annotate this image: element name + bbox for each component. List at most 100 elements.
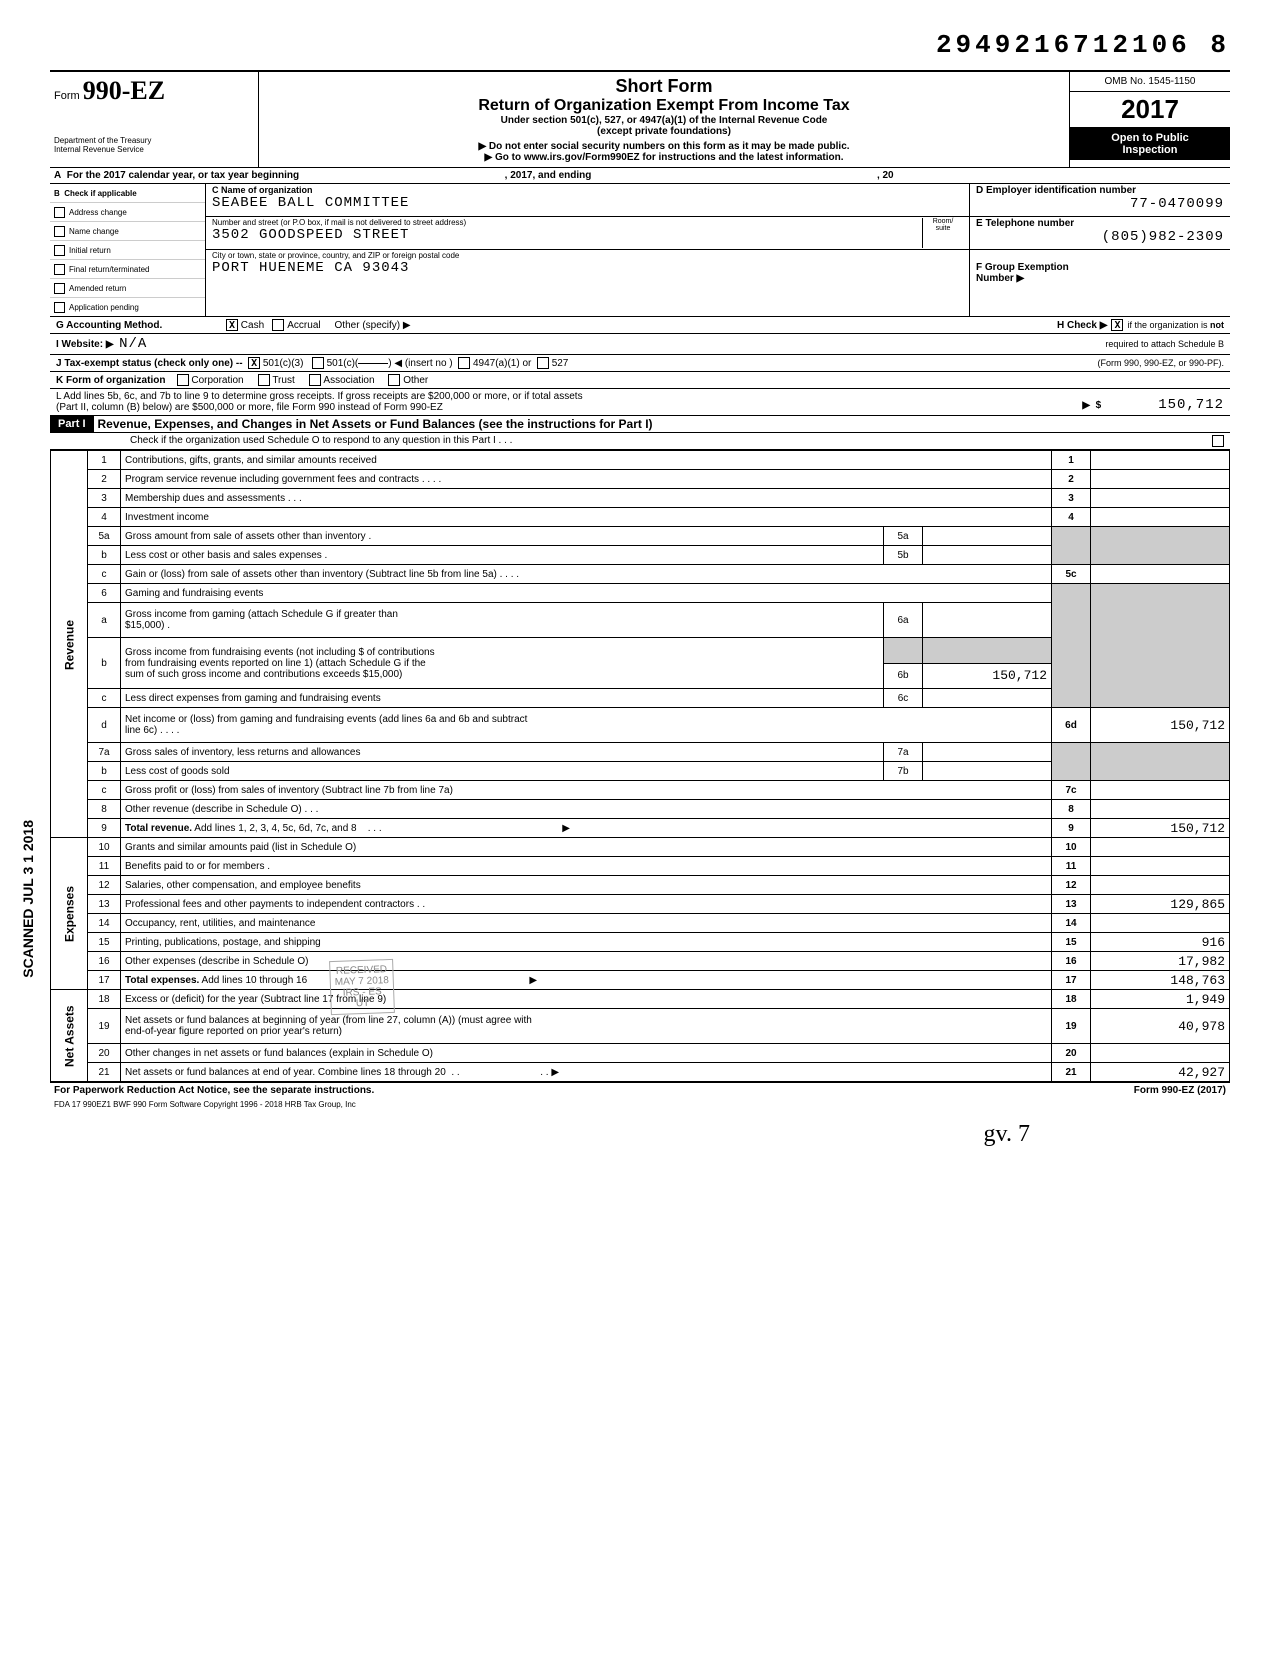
chk-501c[interactable] xyxy=(312,357,324,369)
sh6b1 xyxy=(884,638,923,664)
v13: 129,865 xyxy=(1091,895,1230,914)
g-other: Other (specify) ▶ xyxy=(335,320,411,331)
j-501c3: 501(c)(3) xyxy=(263,358,304,369)
sn5b: 5b xyxy=(884,546,923,565)
chk-trust[interactable] xyxy=(258,374,270,386)
form-number: 990-EZ xyxy=(83,76,165,105)
side-revenue: Revenue xyxy=(51,451,88,838)
k-assoc: Association xyxy=(323,375,374,386)
d16: Other expenses (describe in Schedule O) xyxy=(121,952,1052,971)
tn16: 16 xyxy=(1052,952,1091,971)
n12: 12 xyxy=(88,876,121,895)
n6: 6 xyxy=(88,584,121,603)
line-j: J Tax-exempt status (check only one) -- … xyxy=(50,355,1230,372)
chk-initial[interactable] xyxy=(54,245,65,256)
tn3: 3 xyxy=(1052,489,1091,508)
chk-pending[interactable] xyxy=(54,302,65,313)
n10: 10 xyxy=(88,838,121,857)
n2: 2 xyxy=(88,470,121,489)
v19: 40,978 xyxy=(1091,1009,1230,1044)
chk-assoc[interactable] xyxy=(309,374,321,386)
sv5b xyxy=(923,546,1052,565)
n16: 16 xyxy=(88,952,121,971)
chk-other[interactable] xyxy=(388,374,400,386)
d-label: D Employer identification number xyxy=(976,185,1224,196)
chk-h[interactable]: X xyxy=(1111,319,1123,331)
form-prefix: Form xyxy=(54,90,80,102)
k-other: Other xyxy=(403,375,428,386)
n3: 3 xyxy=(88,489,121,508)
sn5a: 5a xyxy=(884,527,923,546)
chk-amended[interactable] xyxy=(54,283,65,294)
shv7 xyxy=(1091,743,1230,781)
d6d: Net income or (loss) from gaming and fun… xyxy=(121,708,1052,743)
c-name-label: C Name of organization xyxy=(212,185,963,195)
chk-name[interactable] xyxy=(54,226,65,237)
phone: (805)982-2309 xyxy=(976,229,1224,245)
k-label: K Form of organization xyxy=(56,375,165,386)
shv5 xyxy=(1091,527,1230,565)
shv6 xyxy=(1091,584,1230,708)
sv6b: 150,712 xyxy=(923,663,1052,689)
chk-527[interactable] xyxy=(537,357,549,369)
received-stamp: RECEIVED MAY 7 2018 IRS - ES UT xyxy=(329,959,395,1015)
n19: 19 xyxy=(88,1009,121,1044)
j-4947: 4947(a)(1) or xyxy=(473,358,531,369)
d13: Professional fees and other payments to … xyxy=(121,895,1052,914)
chk-amended-label: Amended return xyxy=(69,284,126,293)
n6d: d xyxy=(88,708,121,743)
chk-corp[interactable] xyxy=(177,374,189,386)
d6a: Gross income from gaming (attach Schedul… xyxy=(121,603,884,638)
chk-pending-label: Application pending xyxy=(69,303,139,312)
d15: Printing, publications, postage, and shi… xyxy=(121,933,1052,952)
v10 xyxy=(1091,838,1230,857)
org-street: 3502 GOODSPEED STREET xyxy=(212,227,922,243)
n7c: c xyxy=(88,781,121,800)
i-label: I Website: ▶ xyxy=(56,339,114,350)
n17: 17 xyxy=(88,971,121,990)
line-a-mid: , 2017, and ending xyxy=(505,170,592,181)
n6c: c xyxy=(88,689,121,708)
chk-accrual[interactable] xyxy=(272,319,284,331)
ein: 77-0470099 xyxy=(976,196,1224,212)
n6a: a xyxy=(88,603,121,638)
n6b: b xyxy=(88,638,121,689)
v1 xyxy=(1091,451,1230,470)
chk-final[interactable] xyxy=(54,264,65,275)
d9: Total revenue. Add lines 1, 2, 3, 4, 5c,… xyxy=(121,819,1052,838)
c-street-label: Number and street (or P.O box, if mail i… xyxy=(212,218,922,227)
line-k: K Form of organization Corporation Trust… xyxy=(50,372,1230,389)
header-left: Form 990-EZ Department of the Treasury I… xyxy=(50,72,259,167)
tn1: 1 xyxy=(1052,451,1091,470)
d18: Excess or (deficit) for the year (Subtra… xyxy=(121,990,1052,1009)
signature: gv. 7 xyxy=(50,1121,1230,1148)
sn6b: 6b xyxy=(884,663,923,689)
d1: Contributions, gifts, grants, and simila… xyxy=(121,451,1052,470)
v18: 1,949 xyxy=(1091,990,1230,1009)
tn17: 17 xyxy=(1052,971,1091,990)
sv5a xyxy=(923,527,1052,546)
form-header: Form 990-EZ Department of the Treasury I… xyxy=(50,70,1230,168)
org-name: SEABEE BALL COMMITTEE xyxy=(212,195,963,211)
n21: 21 xyxy=(88,1063,121,1082)
chk-cash[interactable]: X xyxy=(226,319,238,331)
d4: Investment income xyxy=(121,508,1052,527)
n18: 18 xyxy=(88,990,121,1009)
d5c: Gain or (loss) from sale of assets other… xyxy=(121,565,1052,584)
sn7b: 7b xyxy=(884,762,923,781)
tn10: 10 xyxy=(1052,838,1091,857)
chk-4947[interactable] xyxy=(458,357,470,369)
d7b: Less cost of goods sold xyxy=(121,762,884,781)
chk-schedule-o[interactable] xyxy=(1212,435,1224,447)
v3 xyxy=(1091,489,1230,508)
h-label: H Check ▶ xyxy=(1057,320,1107,331)
sv6c xyxy=(923,689,1052,708)
part1-check-text: Check if the organization used Schedule … xyxy=(130,435,512,447)
chk-501c3[interactable]: X xyxy=(248,357,260,369)
k-corp: Corporation xyxy=(191,375,243,386)
chk-address[interactable] xyxy=(54,207,65,218)
footer-row: For Paperwork Reduction Act Notice, see … xyxy=(50,1082,1230,1098)
g-accrual: Accrual xyxy=(287,320,320,331)
n11: 11 xyxy=(88,857,121,876)
j-501c: 501(c)( xyxy=(327,358,359,369)
